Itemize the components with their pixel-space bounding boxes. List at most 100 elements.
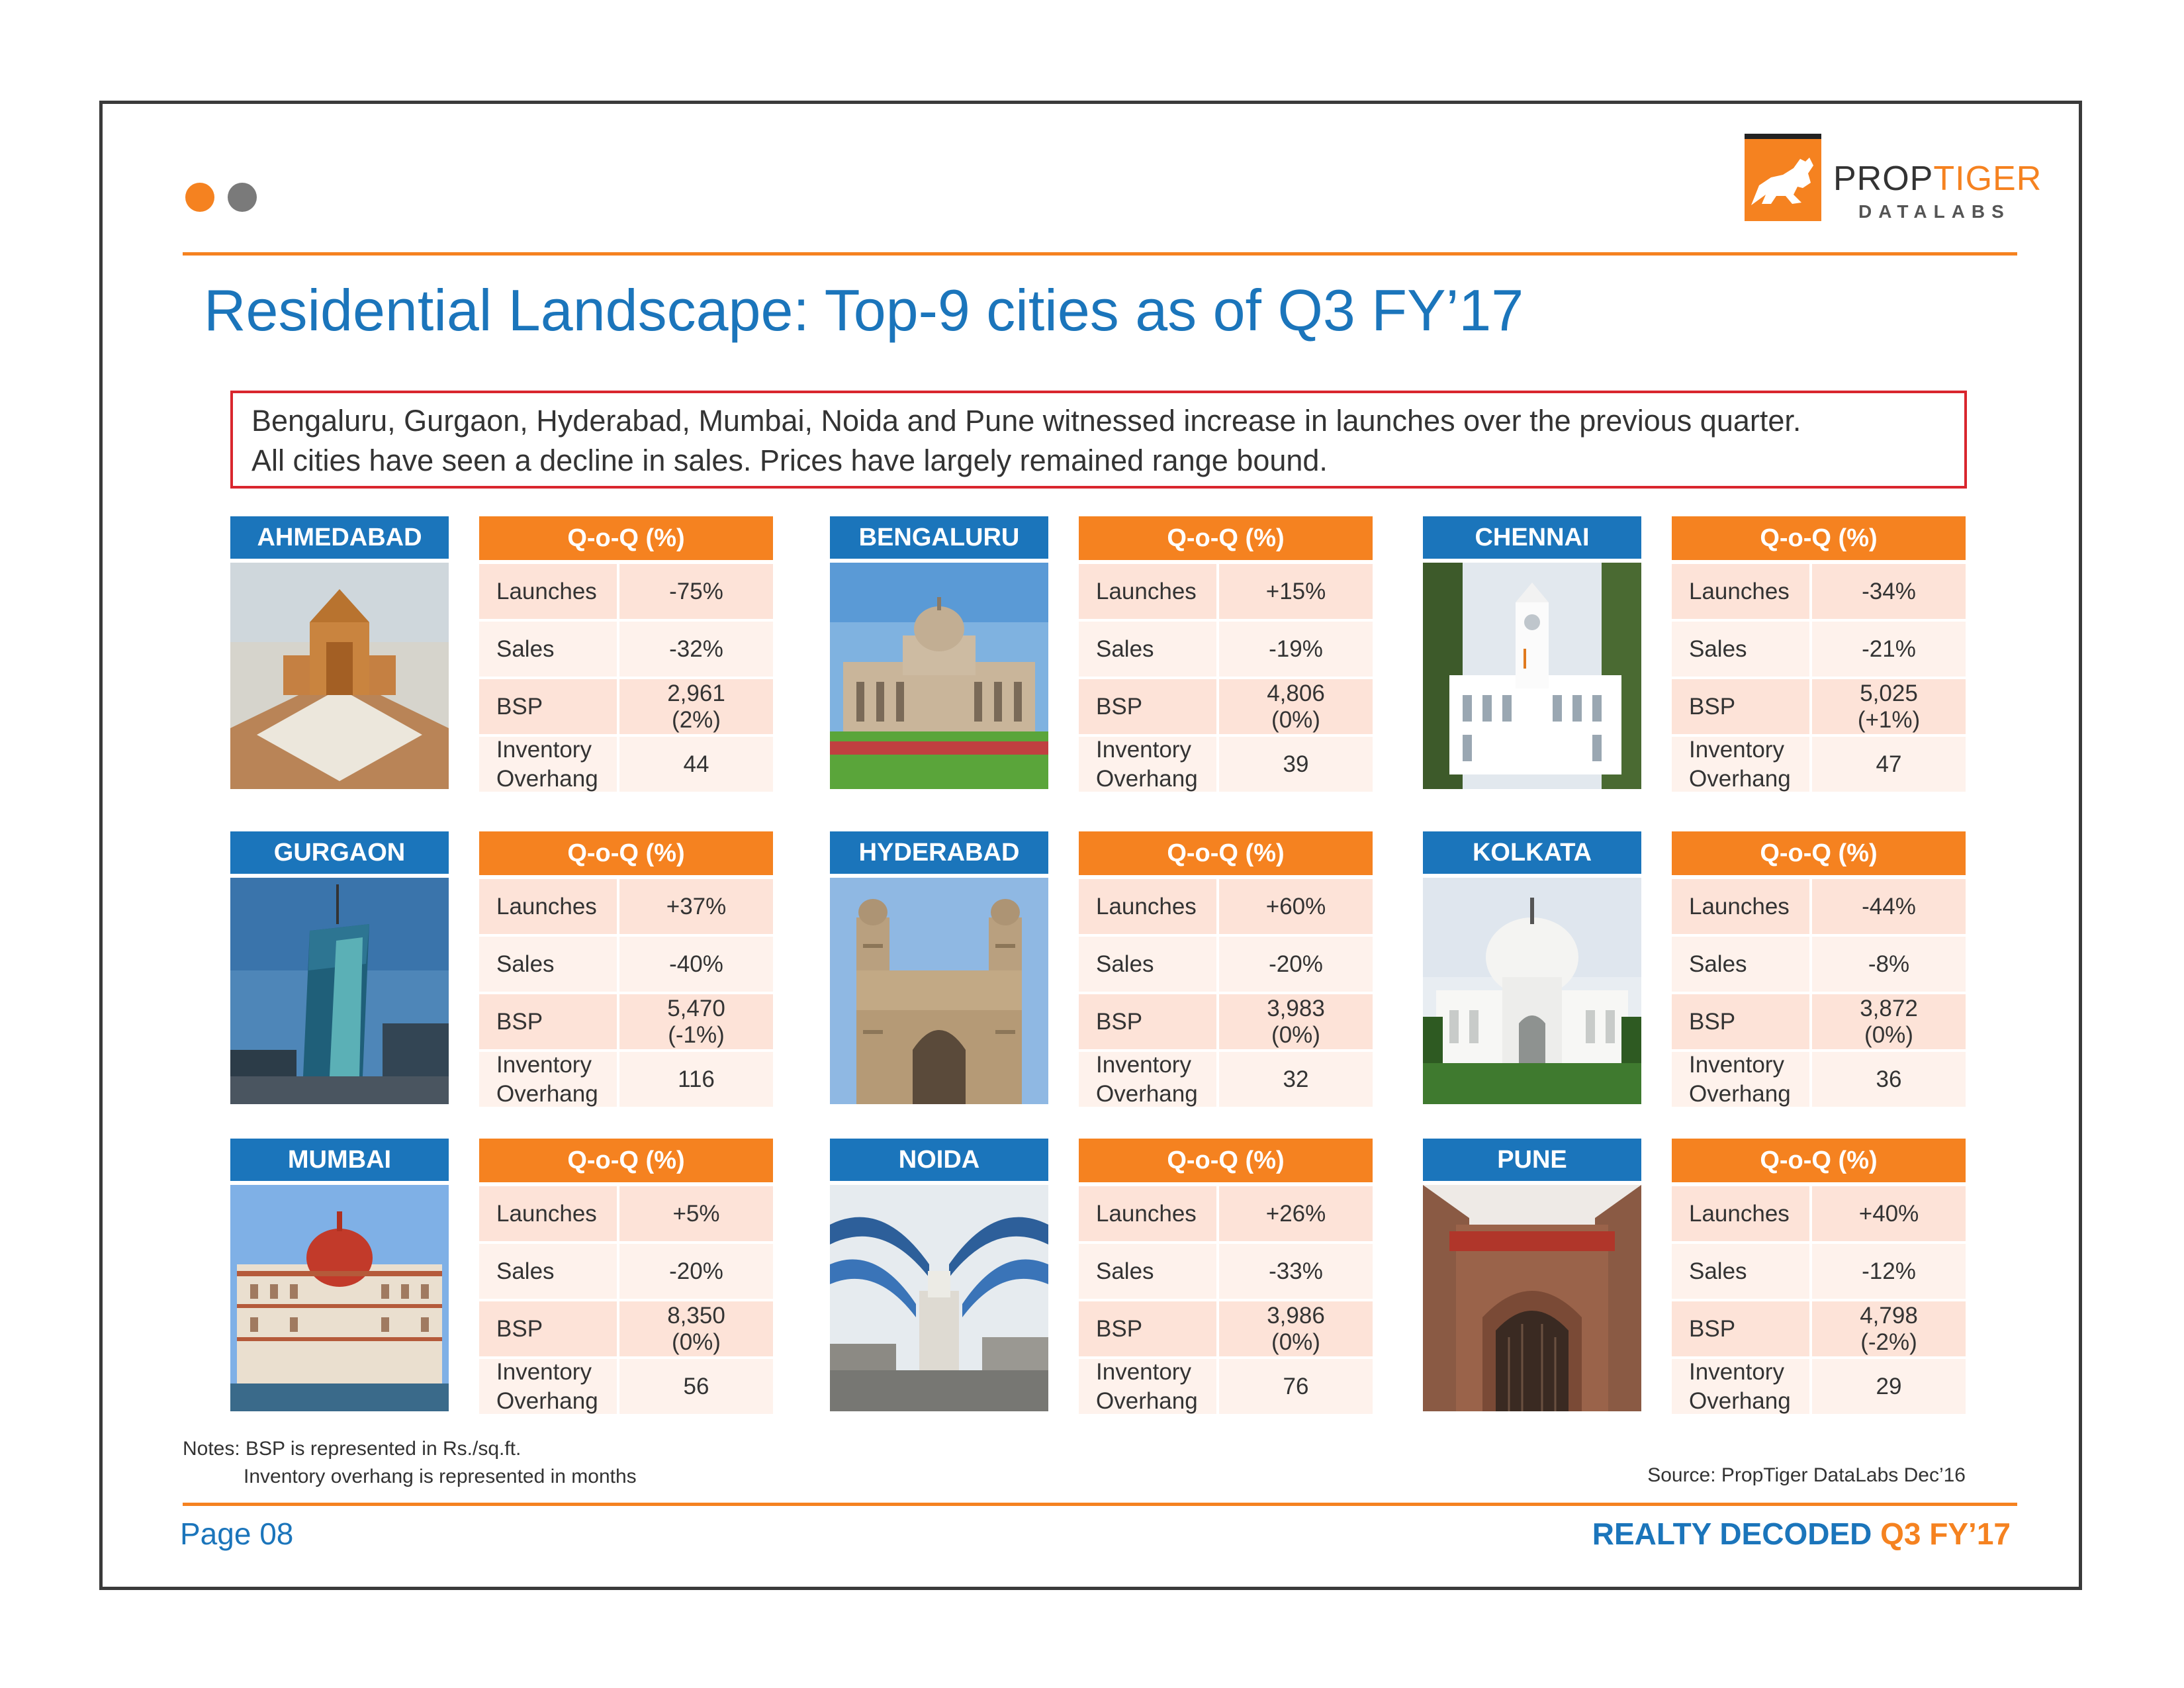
row-label: Launches xyxy=(479,564,617,619)
row-value-text: +15% xyxy=(1266,579,1326,605)
row-label: Launches xyxy=(1672,564,1809,619)
sales-row: Sales -20% xyxy=(1079,937,1373,992)
row-value-text: 116 xyxy=(678,1066,715,1093)
row-value: 4,806 (0%) xyxy=(1219,679,1373,734)
launches-row: Launches +37% xyxy=(479,879,773,934)
row-label: BSP xyxy=(479,1301,617,1356)
row-value-text: -19% xyxy=(1269,636,1323,663)
taj-hotel-image xyxy=(230,1185,449,1411)
bsp-row: BSP 5,470 (-1%) xyxy=(479,994,773,1049)
row-label: BSP xyxy=(1672,679,1809,734)
shaniwar-wada-image xyxy=(1423,1185,1641,1411)
row-value-text: 3,986 (0%) xyxy=(1267,1303,1325,1356)
qoq-header: Q-o-Q (%) xyxy=(479,1139,773,1182)
row-value-line: 32 xyxy=(1283,1066,1309,1092)
row-label-line: Sales xyxy=(1689,951,1747,977)
launches-row: Launches +5% xyxy=(479,1186,773,1241)
row-label-line: BSP xyxy=(1689,693,1736,720)
summary-line: All cities have seen a decline in sales.… xyxy=(251,444,1328,477)
row-label-text: Launches xyxy=(1096,1199,1197,1229)
row-label-text: BSP xyxy=(496,1315,543,1344)
row-label-line: BSP xyxy=(496,1315,543,1342)
charminar-image xyxy=(830,878,1048,1104)
bsp-row: BSP 3,986 (0%) xyxy=(1079,1301,1373,1356)
row-value-text: 5,470 (-1%) xyxy=(667,996,725,1049)
sales-row: Sales -32% xyxy=(479,622,773,677)
row-label-text: Sales xyxy=(1689,635,1747,664)
row-value: 29 xyxy=(1812,1359,1966,1414)
row-label: Inventory Overhang xyxy=(1079,1359,1216,1414)
row-value: -33% xyxy=(1219,1244,1373,1299)
row-value-text: -20% xyxy=(669,1258,723,1285)
page-number: Page 08 xyxy=(180,1517,294,1551)
row-label: Sales xyxy=(1079,1244,1216,1299)
sales-row: Sales -20% xyxy=(479,1244,773,1299)
city-label: HYDERABAD xyxy=(830,831,1048,874)
row-value: 5,025 (+1%) xyxy=(1812,679,1966,734)
launches-row: Launches -44% xyxy=(1672,879,1966,934)
launches-row: Launches +40% xyxy=(1672,1186,1966,1241)
row-label-text: Sales xyxy=(1096,1257,1154,1286)
city-label: CHENNAI xyxy=(1423,516,1641,559)
row-value-line: 36 xyxy=(1876,1066,1902,1092)
inventory-row: Inventory Overhang 56 xyxy=(479,1359,773,1414)
row-value: 3,986 (0%) xyxy=(1219,1301,1373,1356)
row-value-line: 3,983 xyxy=(1267,995,1325,1021)
row-label-text: Inventory Overhang xyxy=(496,1051,598,1109)
row-label: Inventory Overhang xyxy=(479,737,617,792)
row-label-text: BSP xyxy=(1689,1008,1735,1037)
row-label: BSP xyxy=(1672,994,1809,1049)
row-label: Inventory Overhang xyxy=(1079,737,1216,792)
row-label: Launches xyxy=(1672,1186,1809,1241)
row-label-line: Inventory xyxy=(496,736,592,763)
row-label-text: Inventory Overhang xyxy=(1689,1051,1791,1109)
row-value-text: -32% xyxy=(669,636,723,663)
row-label-text: Sales xyxy=(496,1257,555,1286)
row-value-line: +26% xyxy=(1265,1200,1326,1227)
row-value-text: 4,798 (-2%) xyxy=(1860,1303,1918,1356)
row-label-line: Overhang xyxy=(1096,765,1198,792)
row-value: +40% xyxy=(1812,1186,1966,1241)
akshardham-temple-image xyxy=(230,563,449,789)
row-value-text: 32 xyxy=(1283,1066,1309,1093)
row-value-line: 3,986 xyxy=(1267,1302,1325,1329)
bsp-row: BSP 4,798 (-2%) xyxy=(1672,1301,1966,1356)
row-label-text: Launches xyxy=(1096,892,1197,921)
bsp-row: BSP 5,025 (+1%) xyxy=(1672,679,1966,734)
row-label-text: Inventory Overhang xyxy=(1689,735,1791,794)
qoq-header: Q-o-Q (%) xyxy=(1672,831,1966,875)
row-label-text: Sales xyxy=(1689,950,1747,979)
row-value-text: -34% xyxy=(1862,579,1916,605)
row-label-text: BSP xyxy=(496,1008,543,1037)
row-label-line: Inventory xyxy=(496,1051,592,1078)
bsp-row: BSP 8,350 (0%) xyxy=(479,1301,773,1356)
row-label-text: Launches xyxy=(1689,1199,1790,1229)
row-label-line: Overhang xyxy=(1689,1387,1791,1414)
row-label-text: Inventory Overhang xyxy=(1096,735,1198,794)
notes: Notes: BSP is represented in Rs./sq.ft. … xyxy=(183,1435,637,1491)
row-label-text: Sales xyxy=(496,635,555,664)
sales-row: Sales -8% xyxy=(1672,937,1966,992)
inventory-row: Inventory Overhang 39 xyxy=(1079,737,1373,792)
row-label-line: Overhang xyxy=(1096,1387,1198,1414)
row-label-text: Launches xyxy=(496,1199,597,1229)
row-value: 76 xyxy=(1219,1359,1373,1414)
row-value-text: -33% xyxy=(1269,1258,1323,1285)
row-label: Launches xyxy=(479,1186,617,1241)
row-value-line: 76 xyxy=(1283,1373,1309,1399)
row-value: +60% xyxy=(1219,879,1373,934)
row-value: 5,470 (-1%) xyxy=(619,994,773,1049)
row-value: 4,798 (-2%) xyxy=(1812,1301,1966,1356)
sales-row: Sales -21% xyxy=(1672,622,1966,677)
row-label: BSP xyxy=(1672,1301,1809,1356)
row-label-line: Sales xyxy=(496,1258,555,1284)
row-label-text: Sales xyxy=(1096,950,1154,979)
row-value: +37% xyxy=(619,879,773,934)
inventory-row: Inventory Overhang 76 xyxy=(1079,1359,1373,1414)
row-value-line: -20% xyxy=(1269,951,1323,977)
row-value-text: +37% xyxy=(666,894,727,920)
row-label: BSP xyxy=(479,679,617,734)
row-label: Sales xyxy=(1079,937,1216,992)
row-value-text: -8% xyxy=(1868,951,1909,978)
row-label-line: BSP xyxy=(496,1008,543,1035)
